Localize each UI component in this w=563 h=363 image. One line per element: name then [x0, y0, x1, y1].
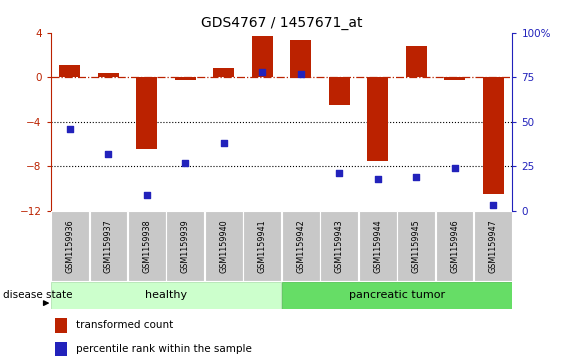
Point	[142, 192, 151, 197]
Bar	[436, 211, 473, 281]
Text: GSM1159940: GSM1159940	[220, 219, 228, 273]
Point	[258, 69, 267, 75]
Bar	[444, 77, 465, 81]
Bar	[474, 211, 512, 281]
Point	[104, 151, 113, 156]
Point	[65, 126, 74, 132]
Bar	[359, 211, 396, 281]
Bar	[55, 342, 67, 356]
Bar	[136, 77, 158, 150]
Text: transformed count: transformed count	[76, 321, 173, 330]
Point	[334, 170, 343, 176]
Bar	[367, 77, 388, 160]
Text: GSM1159946: GSM1159946	[450, 219, 459, 273]
Bar	[128, 211, 166, 281]
Bar	[59, 65, 81, 77]
Point	[412, 174, 421, 180]
Point	[373, 176, 382, 182]
Point	[296, 71, 305, 77]
Text: GSM1159945: GSM1159945	[412, 219, 421, 273]
Title: GDS4767 / 1457671_at: GDS4767 / 1457671_at	[201, 16, 362, 30]
Bar	[167, 211, 204, 281]
Bar	[175, 77, 196, 81]
Bar	[205, 211, 243, 281]
Text: healthy: healthy	[145, 290, 187, 300]
Bar	[397, 211, 435, 281]
Text: GSM1159942: GSM1159942	[296, 219, 305, 273]
Text: GSM1159937: GSM1159937	[104, 219, 113, 273]
Bar	[482, 77, 504, 194]
Text: GSM1159938: GSM1159938	[142, 219, 151, 273]
Bar	[213, 68, 234, 77]
Bar	[320, 211, 358, 281]
Text: percentile rank within the sample: percentile rank within the sample	[76, 344, 252, 354]
Bar	[51, 282, 281, 309]
Bar	[405, 46, 427, 77]
Text: pancreatic tumor: pancreatic tumor	[349, 290, 445, 300]
Bar	[282, 282, 512, 309]
Point	[489, 202, 498, 208]
Bar	[243, 211, 281, 281]
Point	[219, 140, 229, 146]
Bar	[98, 73, 119, 77]
Bar	[282, 211, 320, 281]
Bar	[329, 77, 350, 105]
Text: GSM1159947: GSM1159947	[489, 219, 498, 273]
Bar	[252, 36, 273, 77]
Text: GSM1159936: GSM1159936	[65, 219, 74, 273]
Text: GSM1159943: GSM1159943	[335, 219, 343, 273]
Text: GSM1159939: GSM1159939	[181, 219, 190, 273]
Text: disease state: disease state	[3, 290, 72, 300]
Bar	[290, 40, 311, 77]
Text: GSM1159944: GSM1159944	[373, 219, 382, 273]
Bar	[90, 211, 127, 281]
Bar	[51, 211, 89, 281]
Point	[181, 160, 190, 166]
Bar	[55, 318, 67, 333]
Text: GSM1159941: GSM1159941	[258, 219, 267, 273]
Point	[450, 165, 459, 171]
